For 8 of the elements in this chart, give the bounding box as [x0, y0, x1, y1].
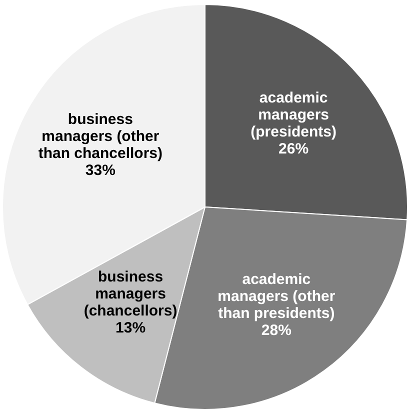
data-label: 33%	[85, 162, 116, 179]
data-label: 26%	[278, 140, 309, 158]
data-label: 28%	[261, 322, 292, 339]
slice-label: business managers (other than chancellors)	[38, 110, 163, 162]
slice-label: academic managers (other than presidents)	[218, 270, 336, 322]
data-label: 13%	[116, 320, 146, 337]
slice-label: academic managers (presidents)	[250, 89, 336, 140]
slice-label: business managers (chancellors)	[84, 268, 178, 320]
